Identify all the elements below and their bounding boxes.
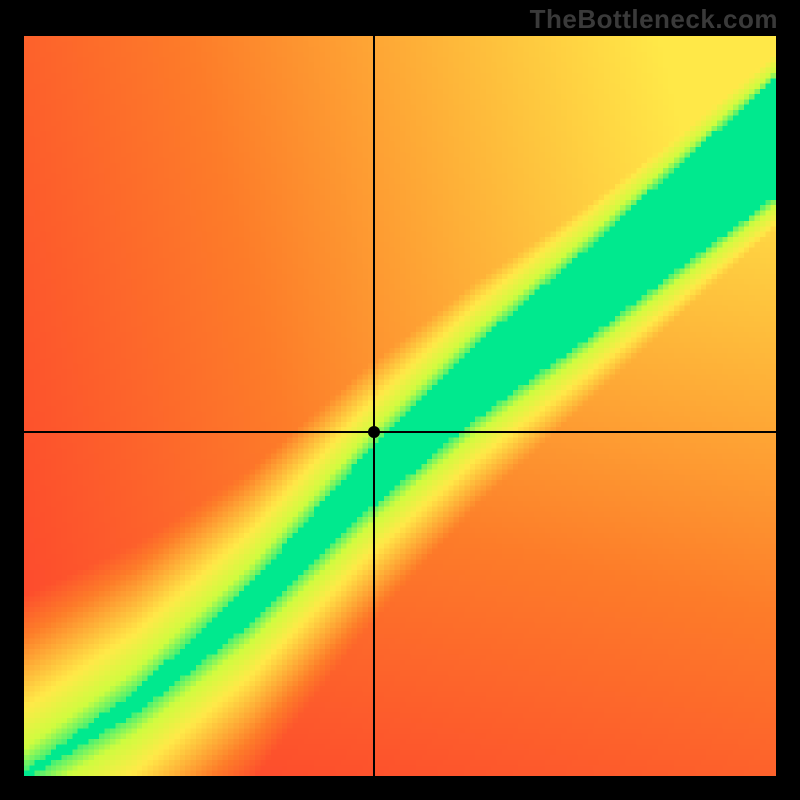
crosshair-vertical <box>373 36 375 776</box>
crosshair-marker-dot <box>368 426 380 438</box>
crosshair-horizontal <box>24 431 776 433</box>
heatmap-canvas <box>24 36 776 776</box>
chart-container: TheBottleneck.com <box>0 0 800 800</box>
watermark-text: TheBottleneck.com <box>530 4 778 35</box>
plot-area <box>24 36 776 776</box>
